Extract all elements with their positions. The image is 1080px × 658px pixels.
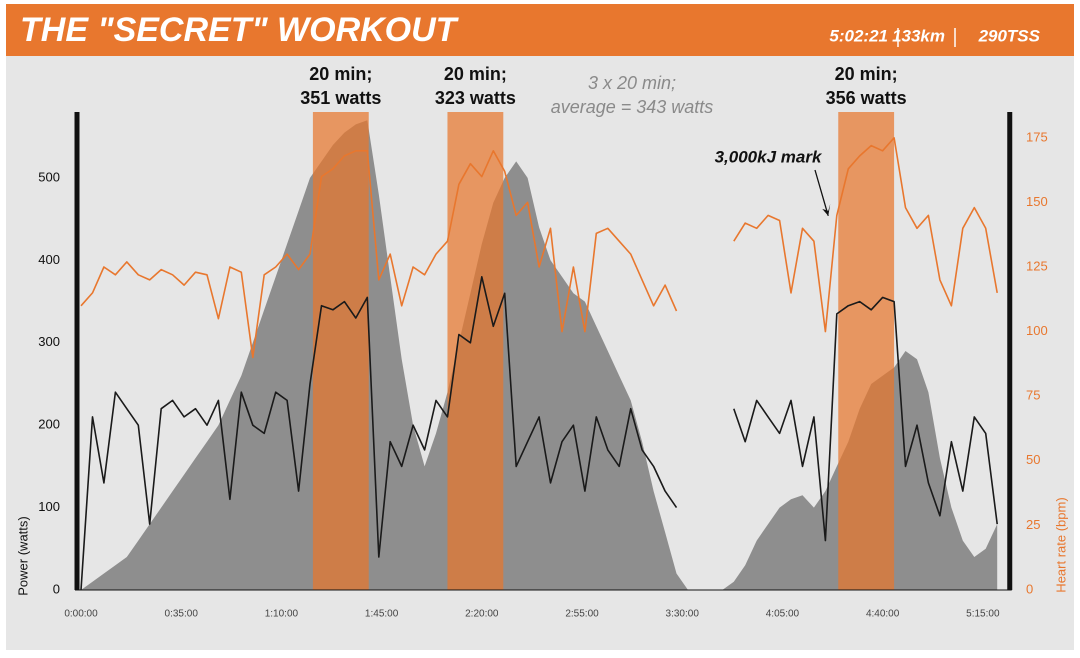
x-tick-label: 2:55:00: [565, 609, 599, 620]
elevation-area: [81, 120, 998, 590]
x-tick-label: 0:35:00: [165, 609, 199, 620]
x-tick-label: 4:40:00: [866, 609, 900, 620]
series-line: [80, 137, 998, 359]
interval-label: 356 watts: [826, 88, 907, 108]
y2-tick-label: 50: [1026, 452, 1040, 467]
kj-mark-arrow: [814, 169, 829, 217]
x-tick-label: 1:10:00: [265, 609, 299, 620]
interval-band: [312, 112, 369, 590]
interval-label: 323 watts: [435, 88, 516, 108]
header-bar: [6, 4, 1074, 56]
x-tick-label: 1:45:00: [365, 609, 399, 620]
y2-tick-label: 150: [1026, 194, 1048, 209]
y2-tick-label: 125: [1026, 258, 1048, 273]
interval-label: 20 min;: [309, 64, 372, 84]
y-axis-label: Power (watts): [15, 516, 30, 595]
chart-title: THE "SECRET" WORKOUT: [20, 11, 460, 49]
stat: 5:02:21: [829, 26, 888, 45]
interval-label: 351 watts: [300, 88, 381, 108]
x-tick-label: 0:00:00: [64, 609, 98, 620]
series-line: [80, 276, 998, 591]
y2-tick-label: 25: [1026, 517, 1040, 532]
x-tick-label: 5:15:00: [966, 609, 1000, 620]
y2-axis-label: Heart rate (bpm): [1053, 497, 1068, 592]
stat: 290TSS: [978, 26, 1041, 45]
kj-mark-arrowhead: [822, 203, 831, 216]
stats: 5:02:21 133km 290TSS: [829, 26, 1041, 47]
y-tick-label: 0: [53, 581, 60, 596]
y-tick-label: 400: [38, 252, 60, 267]
summary-label: average = 343 watts: [551, 97, 714, 117]
y2-tick-label: 0: [1026, 581, 1033, 596]
stat: 133km: [892, 26, 945, 45]
summary-label: 3 x 20 min;: [588, 73, 676, 93]
x-tick-label: 3:30:00: [666, 609, 700, 620]
y2-tick-label: 100: [1026, 323, 1048, 338]
kj-mark-label: 3,000kJ mark: [715, 147, 823, 166]
x-tick-label: 2:20:00: [465, 609, 499, 620]
x-tick-label: 4:05:00: [766, 609, 800, 620]
interval-label: 20 min;: [835, 64, 898, 84]
y2-tick-label: 175: [1026, 129, 1048, 144]
y-tick-label: 100: [38, 499, 60, 514]
y-tick-label: 500: [38, 169, 60, 184]
y-tick-label: 200: [38, 417, 60, 432]
interval-band: [838, 112, 895, 590]
y2-tick-label: 75: [1026, 388, 1040, 403]
y-tick-label: 300: [38, 334, 60, 349]
interval-label: 20 min;: [444, 64, 507, 84]
